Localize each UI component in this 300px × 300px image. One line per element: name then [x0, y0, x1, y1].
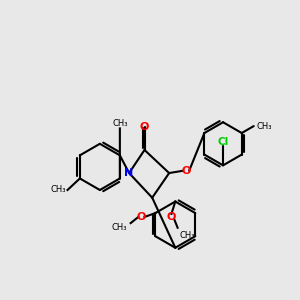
- Text: O: O: [140, 122, 149, 132]
- Text: Cl: Cl: [218, 137, 229, 147]
- Text: CH₃: CH₃: [256, 122, 272, 130]
- Text: N: N: [124, 168, 134, 178]
- Text: O: O: [137, 212, 146, 222]
- Text: CH₃: CH₃: [112, 118, 128, 127]
- Text: O: O: [182, 166, 191, 176]
- Text: CH₃: CH₃: [50, 185, 66, 194]
- Text: CH₃: CH₃: [180, 231, 195, 240]
- Text: CH₃: CH₃: [111, 223, 127, 232]
- Text: O: O: [167, 212, 176, 222]
